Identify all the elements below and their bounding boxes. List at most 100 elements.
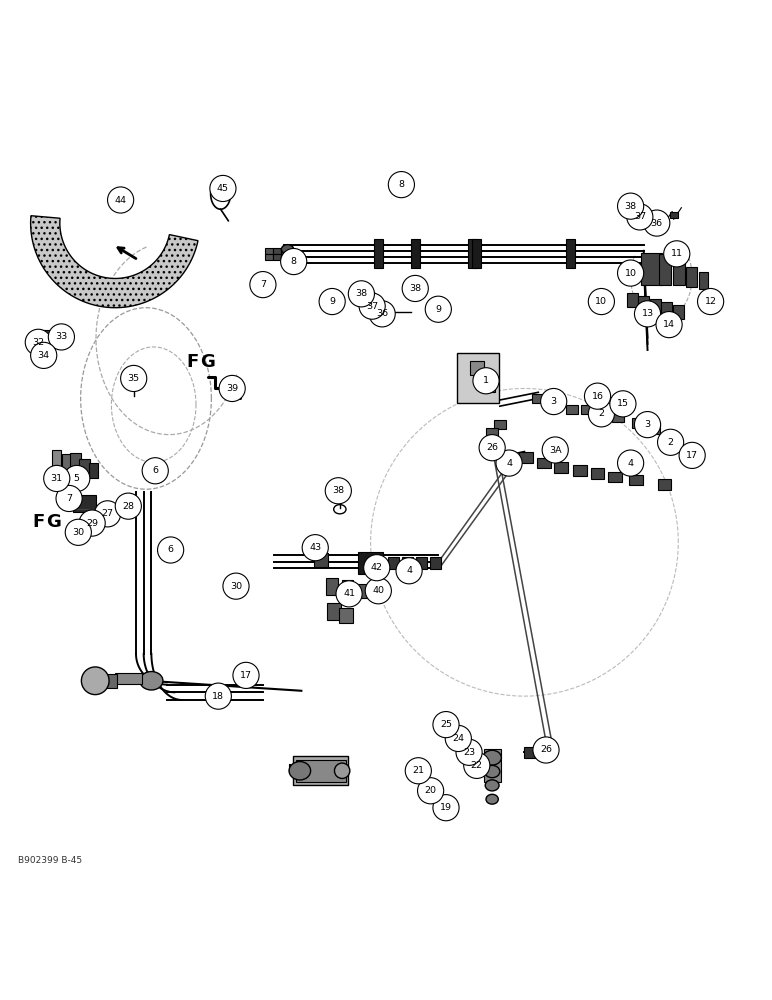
Ellipse shape bbox=[486, 794, 498, 804]
Circle shape bbox=[348, 281, 374, 307]
Circle shape bbox=[56, 485, 82, 512]
Bar bbox=[73, 495, 96, 512]
Bar bbox=[573, 465, 587, 476]
Ellipse shape bbox=[81, 667, 109, 695]
Circle shape bbox=[210, 175, 236, 202]
Circle shape bbox=[365, 578, 391, 604]
Text: 6: 6 bbox=[152, 466, 158, 475]
Text: G: G bbox=[46, 513, 61, 531]
Bar bbox=[581, 405, 594, 414]
Bar bbox=[537, 458, 550, 468]
Circle shape bbox=[25, 329, 52, 355]
Text: 7: 7 bbox=[260, 280, 266, 289]
Circle shape bbox=[618, 450, 644, 476]
Text: 26: 26 bbox=[486, 443, 498, 452]
Text: 9: 9 bbox=[435, 305, 442, 314]
Text: 22: 22 bbox=[471, 761, 482, 770]
Bar bbox=[342, 580, 354, 597]
Circle shape bbox=[533, 737, 559, 763]
Circle shape bbox=[540, 388, 567, 415]
Text: 19: 19 bbox=[440, 803, 452, 812]
Bar bbox=[632, 418, 645, 428]
Text: 3: 3 bbox=[645, 420, 651, 429]
Circle shape bbox=[319, 288, 345, 315]
Ellipse shape bbox=[334, 763, 350, 778]
Text: 2: 2 bbox=[598, 409, 604, 418]
Text: 41: 41 bbox=[343, 589, 355, 598]
Bar bbox=[430, 557, 441, 569]
Bar bbox=[374, 587, 383, 598]
Text: 10: 10 bbox=[595, 297, 608, 306]
Bar bbox=[266, 254, 273, 260]
Bar bbox=[627, 293, 638, 307]
Circle shape bbox=[120, 365, 147, 392]
Text: 36: 36 bbox=[651, 219, 663, 228]
Text: F: F bbox=[32, 513, 45, 531]
Bar bbox=[641, 253, 662, 285]
Circle shape bbox=[664, 241, 690, 267]
Bar bbox=[480, 380, 495, 392]
Circle shape bbox=[445, 725, 472, 752]
Text: 18: 18 bbox=[212, 692, 225, 701]
Bar bbox=[273, 254, 280, 260]
Bar bbox=[638, 296, 649, 310]
Circle shape bbox=[325, 478, 351, 504]
Circle shape bbox=[456, 739, 482, 765]
Circle shape bbox=[44, 465, 69, 492]
Bar bbox=[566, 405, 578, 414]
Bar bbox=[629, 475, 643, 485]
Text: 8: 8 bbox=[291, 257, 296, 266]
Circle shape bbox=[635, 301, 661, 327]
Circle shape bbox=[94, 501, 120, 527]
Circle shape bbox=[223, 573, 249, 599]
Circle shape bbox=[588, 401, 615, 427]
Text: 4: 4 bbox=[506, 459, 512, 468]
Circle shape bbox=[142, 458, 168, 484]
Text: 21: 21 bbox=[412, 766, 425, 775]
Text: 31: 31 bbox=[51, 474, 63, 483]
Bar bbox=[591, 468, 604, 479]
Bar bbox=[327, 603, 340, 620]
Bar bbox=[650, 299, 661, 313]
Bar bbox=[416, 557, 427, 569]
Ellipse shape bbox=[126, 373, 141, 388]
Circle shape bbox=[115, 493, 141, 519]
Bar bbox=[339, 608, 353, 623]
Circle shape bbox=[635, 412, 661, 438]
Bar bbox=[98, 674, 117, 688]
Circle shape bbox=[658, 429, 684, 455]
Bar bbox=[554, 462, 568, 473]
Circle shape bbox=[233, 662, 259, 688]
Bar bbox=[673, 305, 684, 319]
Circle shape bbox=[280, 248, 306, 275]
Circle shape bbox=[205, 683, 232, 709]
Text: 44: 44 bbox=[114, 196, 127, 205]
Text: 14: 14 bbox=[663, 320, 675, 329]
Bar bbox=[380, 310, 389, 317]
Text: 12: 12 bbox=[705, 297, 716, 306]
Text: 38: 38 bbox=[409, 284, 422, 293]
Circle shape bbox=[364, 555, 390, 581]
Text: 38: 38 bbox=[355, 289, 367, 298]
Bar bbox=[547, 399, 560, 408]
Circle shape bbox=[464, 752, 490, 778]
Bar bbox=[658, 479, 672, 490]
Text: 35: 35 bbox=[127, 374, 140, 383]
Ellipse shape bbox=[485, 765, 499, 778]
Bar bbox=[699, 272, 708, 289]
Bar bbox=[612, 412, 625, 422]
Bar bbox=[63, 454, 71, 477]
Bar bbox=[79, 459, 90, 476]
Circle shape bbox=[433, 795, 459, 821]
Ellipse shape bbox=[281, 254, 293, 263]
Circle shape bbox=[336, 581, 362, 607]
Circle shape bbox=[496, 450, 522, 476]
Circle shape bbox=[588, 288, 615, 315]
Circle shape bbox=[405, 758, 432, 784]
Text: 43: 43 bbox=[309, 543, 321, 552]
Text: 23: 23 bbox=[463, 748, 475, 757]
Bar bbox=[494, 420, 506, 429]
Bar bbox=[532, 394, 544, 403]
Circle shape bbox=[644, 210, 670, 236]
Circle shape bbox=[107, 187, 134, 213]
